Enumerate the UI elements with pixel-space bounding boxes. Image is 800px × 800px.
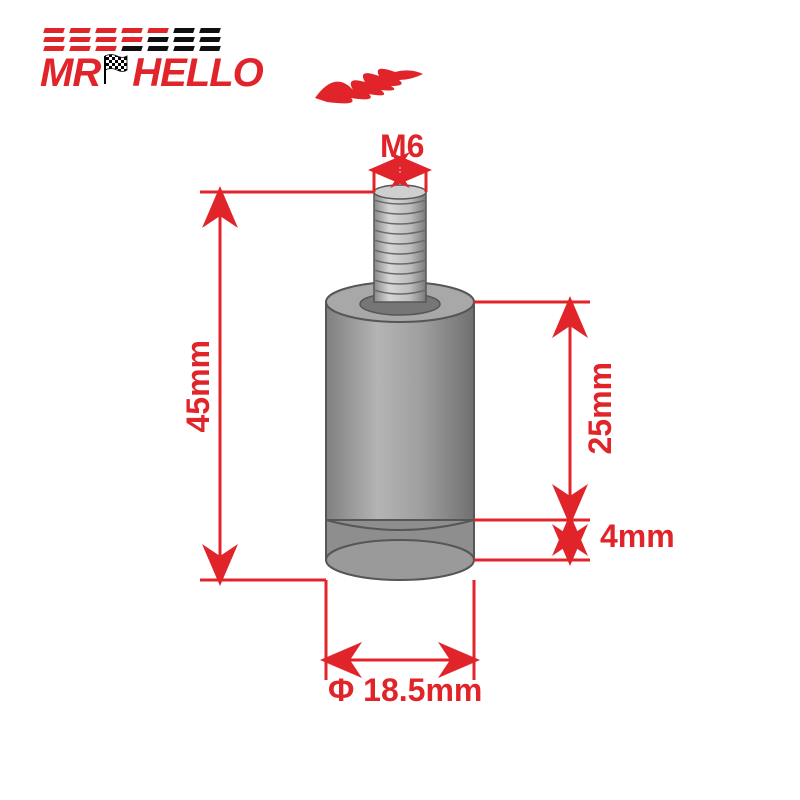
dim-diameter: Φ 18.5mm — [328, 672, 482, 709]
dim-thread: M6 — [380, 128, 424, 165]
dim-plate-height: 4mm — [600, 518, 675, 555]
dim-body-height: 25mm — [582, 362, 619, 455]
dim-total-height: 45mm — [180, 340, 217, 433]
